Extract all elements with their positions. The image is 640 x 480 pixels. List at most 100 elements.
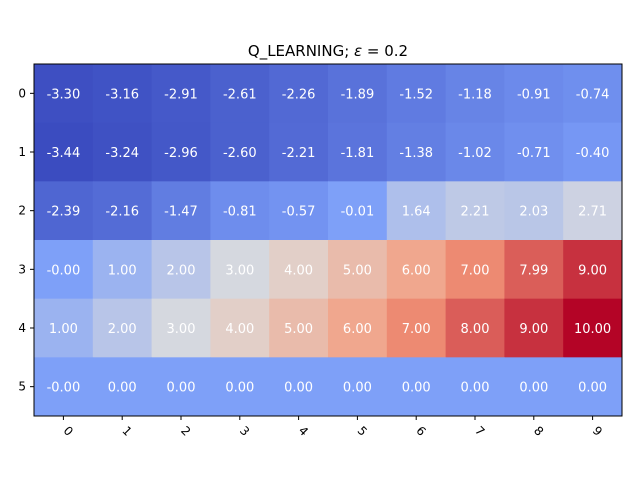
cell-label-r1-c8: -0.71 (517, 146, 551, 161)
x-tick-label-3: 3 (237, 424, 252, 439)
heatmap-cell-r5-c9 (563, 357, 623, 417)
cell-label-r2-c1: -2.16 (105, 205, 139, 220)
x-tick-label-9: 9 (590, 424, 605, 439)
heatmap-cell-r4-c2 (151, 298, 211, 358)
heatmap-cell-r4-c3 (210, 298, 270, 358)
cell-label-r4-c3: 4.00 (225, 322, 254, 337)
heatmap-cell-r3-c2 (151, 240, 211, 300)
y-tick-label-4: 4 (18, 321, 26, 335)
cell-label-r3-c7: 7.00 (461, 263, 490, 278)
cell-label-r5-c9: 0.00 (578, 381, 607, 396)
heatmap-cell-r5-c2 (151, 357, 211, 417)
cell-label-r3-c0: -0.00 (47, 263, 81, 278)
cell-label-r4-c6: 7.00 (402, 322, 431, 337)
cell-label-r3-c9: 9.00 (578, 263, 607, 278)
cell-label-r1-c9: -0.40 (576, 146, 610, 161)
cell-label-r5-c5: 0.00 (343, 381, 372, 396)
heatmap-cell-r1-c2 (151, 122, 211, 182)
heatmap-cell-r1-c8 (504, 122, 564, 182)
heatmap-cell-r1-c6 (386, 122, 447, 182)
cell-label-r0-c8: -0.91 (517, 87, 551, 102)
heatmap-cell-r0-c1 (92, 64, 153, 124)
heatmap-cell-r5-c7 (445, 357, 505, 417)
heatmap-cell-r5-c4 (269, 357, 329, 417)
heatmap-cell-r1-c5 (328, 122, 388, 182)
cell-label-r1-c1: -3.24 (105, 146, 139, 161)
heatmap-cell-r1-c0 (34, 122, 94, 182)
cell-label-r2-c4: -0.57 (282, 205, 316, 220)
heatmap-cell-r0-c7 (445, 64, 505, 124)
chart-title-symbol: ε (354, 42, 362, 60)
heatmap-cell-r2-c5 (328, 181, 388, 241)
heatmap-cell-r5-c1 (92, 357, 153, 417)
cell-label-r4-c2: 3.00 (167, 322, 196, 337)
cell-label-r5-c1: 0.00 (108, 381, 137, 396)
heatmap-cell-r3-c3 (210, 240, 270, 300)
cell-label-r1-c2: -2.96 (164, 146, 198, 161)
heatmap-cell-r5-c5 (328, 357, 388, 417)
heatmap-cell-r2-c0 (34, 181, 94, 241)
heatmap-cell-r5-c8 (504, 357, 564, 417)
cell-label-r4-c4: 5.00 (284, 322, 313, 337)
x-tick-label-6: 6 (413, 424, 428, 439)
y-tick-label-3: 3 (18, 262, 26, 276)
heatmap-cell-r2-c2 (151, 181, 211, 241)
heatmap-cell-r5-c6 (386, 357, 447, 417)
x-tick-label-2: 2 (178, 424, 193, 439)
heatmap-cell-r1-c1 (92, 122, 153, 182)
heatmap-cell-r3-c9 (563, 240, 623, 300)
cell-label-r3-c6: 6.00 (402, 263, 431, 278)
heatmap-cell-r0-c6 (386, 64, 447, 124)
heatmap-cell-r4-c6 (386, 298, 447, 358)
y-tick-label-2: 2 (18, 204, 26, 218)
cell-label-r3-c4: 4.00 (284, 263, 313, 278)
cell-label-r5-c2: 0.00 (167, 381, 196, 396)
cell-label-r4-c1: 2.00 (108, 322, 137, 337)
cell-label-r4-c5: 6.00 (343, 322, 372, 337)
heatmap-cell-r0-c8 (504, 64, 564, 124)
heatmap-cell-r2-c4 (269, 181, 329, 241)
cell-label-r4-c7: 8.00 (461, 322, 490, 337)
heatmap-cell-r3-c5 (328, 240, 388, 300)
heatmap-cell-r3-c7 (445, 240, 505, 300)
heatmap-cell-r5-c0 (34, 357, 94, 417)
cell-label-r0-c3: -2.61 (223, 87, 257, 102)
cell-label-r5-c4: 0.00 (284, 381, 313, 396)
x-tick-label-0: 0 (61, 424, 76, 439)
heatmap-cell-r4-c1 (92, 298, 153, 358)
cell-label-r1-c4: -2.21 (282, 146, 316, 161)
cell-label-r0-c9: -0.74 (576, 87, 610, 102)
cell-label-r5-c6: 0.00 (402, 381, 431, 396)
heatmap-cell-r0-c4 (269, 64, 329, 124)
heatmap-cell-r2-c1 (92, 181, 153, 241)
chart-title: Q_LEARNING; ε = 0.2 (248, 42, 408, 61)
heatmap-cell-r4-c0 (34, 298, 94, 358)
cell-label-r1-c3: -2.60 (223, 146, 257, 161)
cell-label-r4-c9: 10.00 (574, 322, 611, 337)
cell-label-r5-c7: 0.00 (461, 381, 490, 396)
heatmap-cell-r4-c5 (328, 298, 388, 358)
cell-label-r5-c0: -0.00 (47, 381, 81, 396)
y-tick-label-1: 1 (18, 145, 26, 159)
cell-label-r0-c1: -3.16 (105, 87, 139, 102)
cell-label-r1-c7: -1.02 (458, 146, 492, 161)
x-tick-label-8: 8 (531, 424, 546, 439)
cell-label-r2-c3: -0.81 (223, 205, 257, 220)
heatmap-cell-r1-c9 (563, 122, 623, 182)
x-tick-label-7: 7 (472, 424, 487, 439)
heatmap-cell-r0-c5 (328, 64, 388, 124)
heatmap-cell-r2-c9 (563, 181, 623, 241)
cell-label-r0-c7: -1.18 (458, 87, 492, 102)
cell-label-r4-c0: 1.00 (49, 322, 78, 337)
heatmap-cell-r1-c4 (269, 122, 329, 182)
heatmap-cell-r4-c7 (445, 298, 505, 358)
heatmap-cell-r0-c9 (563, 64, 623, 124)
heatmap-cell-r2-c8 (504, 181, 564, 241)
heatmap-cell-r3-c0 (34, 240, 94, 300)
cell-label-r3-c5: 5.00 (343, 263, 372, 278)
x-tick-label-1: 1 (119, 424, 134, 439)
x-tick-label-5: 5 (355, 424, 370, 439)
heatmap-cell-r3-c8 (504, 240, 564, 300)
cell-label-r3-c2: 2.00 (167, 263, 196, 278)
